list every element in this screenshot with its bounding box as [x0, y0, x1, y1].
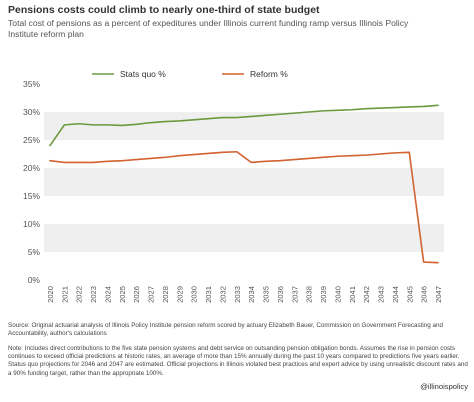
x-tick-label: 2025 — [118, 286, 127, 303]
y-tick-label: 25% — [23, 135, 40, 145]
y-axis-ticks: 0% 5% 10% 15% 20% 25% 30% 35% — [23, 79, 40, 285]
x-tick-label: 2038 — [305, 286, 314, 303]
x-tick-label: 2043 — [377, 286, 386, 303]
grid-bands — [44, 112, 444, 252]
x-tick-label: 2039 — [319, 286, 328, 303]
x-tick-label: 2037 — [290, 286, 299, 303]
x-tick-label: 2027 — [147, 286, 156, 303]
y-tick-label: 35% — [23, 79, 40, 89]
x-tick-label: 2047 — [434, 286, 443, 303]
series-line — [49, 150, 439, 264]
series-line — [49, 104, 439, 147]
x-tick-label: 2046 — [420, 286, 429, 303]
methodology-note: Note: Includes direct contributions to t… — [8, 345, 468, 377]
source-note: Source: Original actuarial analysis of I… — [8, 322, 444, 338]
x-tick-label: 2023 — [89, 286, 98, 303]
grid-band — [44, 112, 444, 140]
y-tick-label: 30% — [23, 107, 40, 117]
x-tick-label: 2020 — [46, 286, 55, 303]
y-tick-label: 15% — [23, 191, 40, 201]
credit-handle: @illinoispolicy — [420, 382, 468, 391]
legend: Stats quo % Reform % — [92, 69, 288, 79]
x-tick-label: 2028 — [161, 286, 170, 303]
x-tick-label: 2042 — [362, 286, 371, 303]
x-tick-label: 2036 — [276, 286, 285, 303]
x-axis-ticks: 2020 2021 2022 2023 2024 2025 2026 2027 2028 2029… — [46, 286, 443, 303]
y-tick-label: 10% — [23, 219, 40, 229]
x-tick-label: 2034 — [247, 286, 256, 303]
x-tick-label: 2041 — [348, 286, 357, 303]
x-tick-label: 2030 — [190, 286, 199, 303]
y-tick-label: 5% — [28, 247, 41, 257]
grid-band — [44, 224, 444, 252]
legend-label: Stats quo % — [120, 69, 166, 79]
x-tick-label: 2021 — [60, 286, 69, 303]
x-tick-label: 2045 — [405, 286, 414, 303]
x-tick-label: 2044 — [391, 286, 400, 303]
x-tick-label: 2035 — [262, 286, 271, 303]
x-tick-label: 2024 — [103, 286, 112, 303]
x-tick-label: 2022 — [75, 286, 84, 303]
y-tick-label: 20% — [23, 163, 40, 173]
legend-label: Reform % — [250, 69, 288, 79]
series-lines — [49, 104, 439, 264]
chart-title: Pensions costs could climb to nearly one… — [8, 4, 320, 16]
x-tick-label: 2033 — [233, 286, 242, 303]
chart-subtitle: Total cost of pensions as a percent of e… — [8, 18, 409, 39]
x-tick-label: 2026 — [132, 286, 141, 303]
y-tick-label: 0% — [28, 275, 41, 285]
x-tick-label: 2032 — [218, 286, 227, 303]
x-tick-label: 2029 — [175, 286, 184, 303]
x-tick-label: 2031 — [204, 286, 213, 303]
x-tick-label: 2040 — [333, 286, 342, 303]
grid-band — [44, 168, 444, 196]
